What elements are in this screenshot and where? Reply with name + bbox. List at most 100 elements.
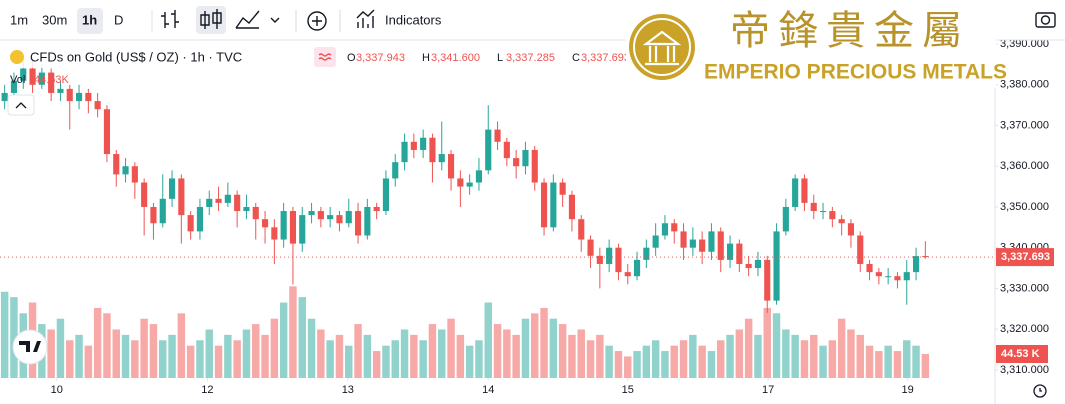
symbol-title: CFDs on Gold (US$ / OZ) · 1h · TVC [30,49,242,64]
indicators-icon[interactable] [356,9,375,28]
volume-bar [531,313,539,378]
candle-body [410,141,417,150]
candle-body [308,211,315,216]
volume-bar [735,329,744,378]
candle-body [336,215,343,224]
volume-bar [252,324,260,378]
volume-bar [689,334,697,378]
volume-bar [372,351,381,378]
volume-bar [726,334,734,378]
candle-body [792,178,799,207]
interval-button[interactable]: 30m [42,12,67,27]
candle-body [159,198,166,224]
legend: CFDs on Gold (US$ / OZ) · 1h · TVC O 3,33… [6,46,630,116]
price-pane: 3,310.0003,320.0003,330.0003,340.0003,35… [0,38,1054,396]
volume-bar [893,351,902,378]
interval-button[interactable]: D [114,12,123,27]
symbol-status[interactable] [314,47,336,67]
volume-bar [456,334,465,378]
candle-body [466,182,473,187]
volume-bar [66,340,74,378]
volume-bar [744,318,753,378]
candle-body [559,182,566,195]
volume-bar [568,334,576,378]
candle-body [57,88,64,93]
candle-body [196,206,204,232]
ohlc-label: H [422,52,430,64]
candle-body [113,154,120,175]
candle-body [206,198,213,207]
volume-bar [828,340,837,378]
candle-body [401,141,408,163]
candle-body [894,276,901,281]
volume-bar [233,340,241,378]
interval-button[interactable]: 1h [82,12,97,27]
watermark-chinese: 帝鋒貴金屬 [730,8,970,54]
y-tick-label: 3,380.000 [1000,79,1049,91]
candle-body [85,92,92,102]
candle-body [289,211,297,244]
legend-bg [6,46,311,68]
candle-body [531,149,538,183]
ohlc-label: O [347,52,356,64]
candle-body [857,235,864,264]
x-tick-label: 15 [622,384,634,396]
volume-bar [661,351,669,378]
volume-bar [586,340,595,378]
candle-body [420,137,427,150]
area-style-icon[interactable] [235,10,260,29]
last-price-box [996,248,1054,267]
candle-body [187,215,194,232]
volume-bar [121,334,130,378]
clock-icon[interactable] [1033,384,1047,398]
candle-body [885,276,892,278]
volume-bar [819,345,827,378]
candle-body [922,256,929,258]
candle-body [261,219,269,228]
volume-bar [754,334,762,378]
volume-bar [400,329,409,378]
x-tick-label: 19 [902,384,914,396]
style-dropdown[interactable] [270,17,280,23]
candle-body [773,231,780,301]
volume-bar [633,351,641,378]
bar-style-icon[interactable] [161,10,179,28]
y-tick-label: 3,320.000 [1000,323,1049,335]
interval-button[interactable]: 1m [10,12,28,27]
volume-bar [465,345,474,378]
y-tick-label: 3,360.000 [1000,160,1049,172]
candle-body [1,92,8,102]
volume-bar [103,313,111,378]
snapshot-icon[interactable] [1035,12,1056,28]
candle-body [596,255,603,264]
candle-body [168,178,176,199]
candle-body [103,109,111,155]
candle-body [457,178,464,187]
candle-body [615,247,622,273]
volume-bar [605,345,613,378]
volume-bar [326,340,334,378]
volume-bar [168,334,176,378]
volume-bar [549,318,558,378]
volume-bar [475,340,483,378]
candle-body [178,178,185,216]
y-tick-label: 3,350.000 [1000,201,1049,213]
candle-body [373,206,380,212]
candle-body [745,263,752,269]
volume-bar [903,340,911,378]
candle-body [912,256,920,273]
collapse-button[interactable] [7,94,35,116]
compare-icon[interactable] [307,11,327,31]
volume-bar [763,307,771,378]
candle-body [494,129,501,142]
tv-logo [12,329,48,365]
candle-body [280,211,287,240]
indicators-button[interactable]: Indicators [385,12,442,27]
candle-body [354,211,362,236]
ohlc-value: 3,337.693 [581,52,630,64]
candle-body [513,158,520,167]
volume-bar [837,318,846,378]
watermark: 帝鋒貴金屬 EMPERIO PRECIOUS METALS [626,8,1007,88]
candle-body [540,182,548,228]
active-interval-bg [77,8,103,34]
